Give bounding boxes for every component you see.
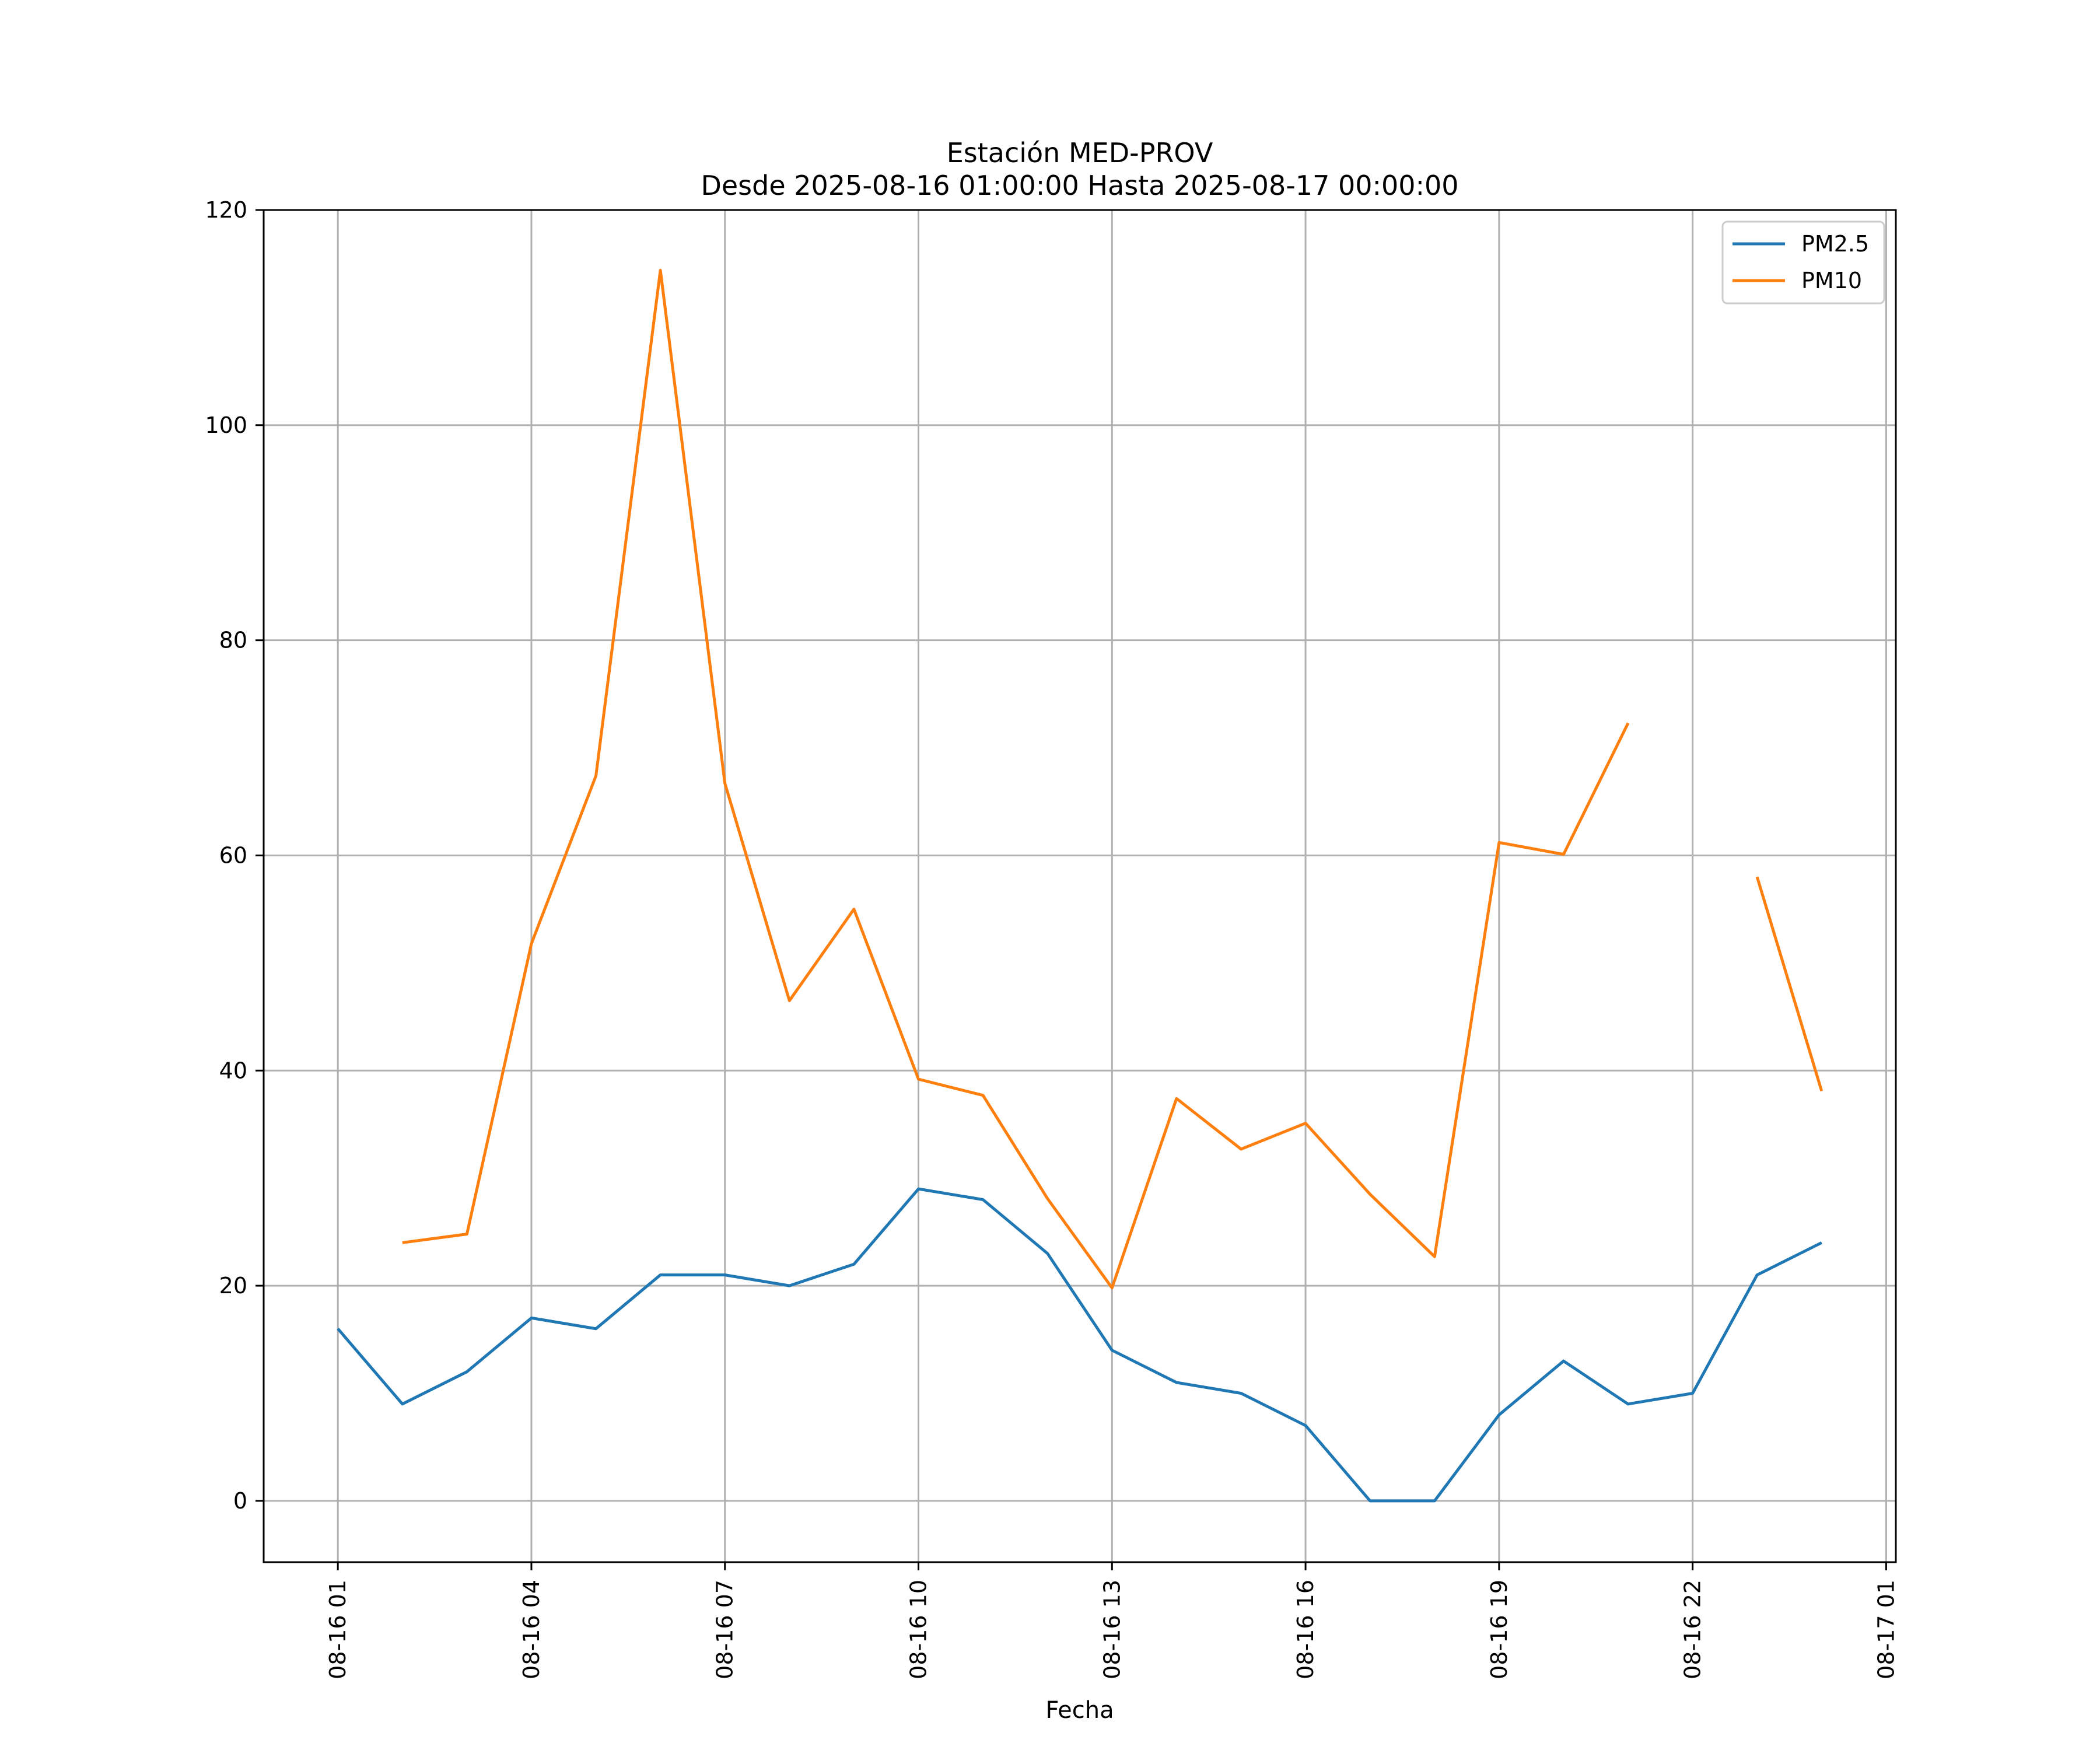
- x-tick-label: 08-16 19: [1486, 1580, 1512, 1679]
- x-tick-label: 08-16 16: [1293, 1580, 1318, 1679]
- y-tick-label: 60: [219, 842, 247, 868]
- x-axis-label: Fecha: [1045, 1697, 1114, 1724]
- y-tick-label: 0: [233, 1488, 247, 1514]
- series-lines: [337, 268, 1824, 1503]
- x-tick-label: 08-17 01: [1873, 1580, 1899, 1679]
- chart-title-line-2: Desde 2025-08-16 01:00:00 Hasta 2025-08-…: [701, 170, 1458, 201]
- legend: PM2.5 PM10: [1721, 220, 1885, 304]
- y-tick-label: 20: [219, 1273, 247, 1298]
- x-tick-label: 08-16 04: [519, 1580, 544, 1679]
- axis-ticks: 08-16 01 08-16 04 08-16 07 08-16 10 08-16 13…: [205, 197, 1899, 1679]
- plot-frame: [262, 209, 1897, 1563]
- x-tick-label: 08-16 13: [1099, 1580, 1125, 1679]
- x-tick-label: 08-16 01: [325, 1580, 351, 1679]
- legend-frame: [1721, 220, 1885, 304]
- series-line-pm10: [402, 268, 1630, 1290]
- y-tick-label: 80: [219, 628, 247, 653]
- series-line-pm10: [1755, 876, 1824, 1092]
- x-tick-label: 08-16 10: [906, 1580, 932, 1679]
- chart-title-line-1: Estación MED-PROV: [947, 137, 1213, 169]
- y-tick-label: 100: [205, 412, 247, 438]
- x-tick-label: 08-16 07: [712, 1580, 738, 1679]
- legend-label-pm10: PM10: [1801, 268, 1862, 293]
- grid-lines: [264, 209, 1896, 1562]
- y-tick-label: 120: [205, 197, 247, 223]
- legend-label-pm25: PM2.5: [1801, 231, 1869, 257]
- x-tick-label: 08-16 22: [1680, 1580, 1706, 1679]
- y-tick-label: 40: [219, 1058, 247, 1083]
- series-line-pm25: [337, 1187, 1822, 1503]
